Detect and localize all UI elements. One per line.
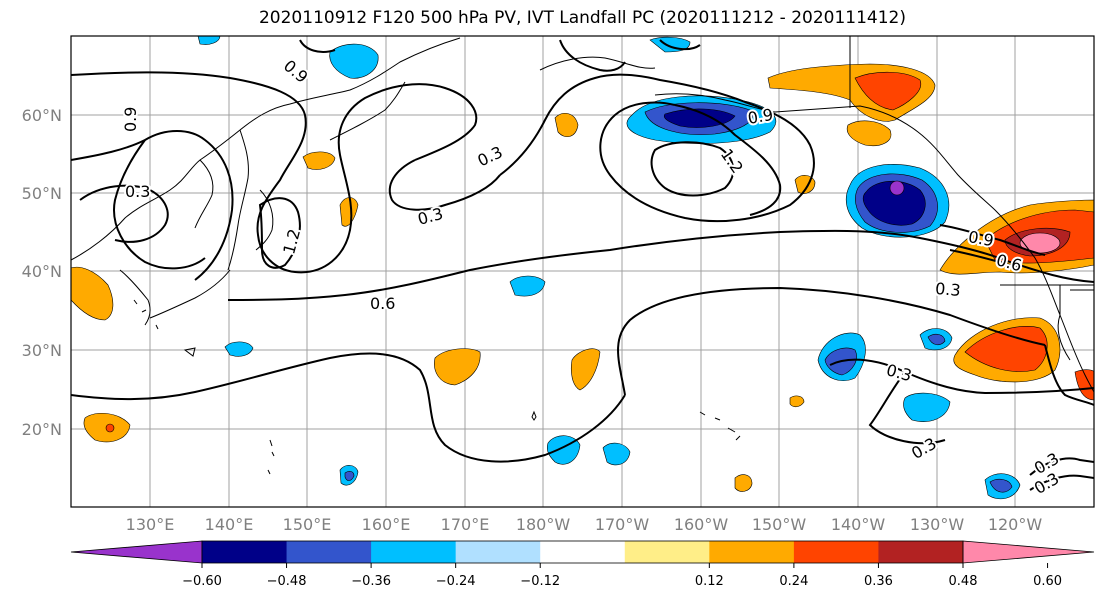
colorbar-tick-label: −0.36	[351, 574, 391, 589]
colorbar-outline	[201, 540, 964, 564]
colorbar-segment	[455, 541, 541, 563]
lat-labels: 60°N 50°N 40°N 30°N 20°N	[22, 106, 62, 439]
lat-label: 20°N	[22, 420, 62, 439]
lon-label: 150°W	[752, 515, 807, 534]
lon-label: 130°W	[910, 515, 965, 534]
colorbar-tick-label: −0.48	[267, 574, 307, 589]
contour-label: 0.9	[121, 107, 140, 132]
colorbar-segment	[202, 541, 288, 563]
lon-label: 150°E	[283, 515, 332, 534]
lon-labels: 130°E 140°E 150°E 160°E 170°E 180°W 170°…	[126, 515, 1043, 534]
lon-label: 140°E	[205, 515, 254, 534]
colorbar-segment	[624, 541, 710, 563]
lat-label: 60°N	[22, 106, 62, 125]
colorbar-tick-label: −0.60	[182, 574, 222, 589]
colorbar-tick-label: 0.24	[779, 574, 808, 589]
colorbar-segment	[371, 541, 457, 563]
colorbar-tick-label: 0.36	[864, 574, 893, 589]
lon-label: 160°W	[674, 515, 729, 534]
lon-label: 160°E	[362, 515, 411, 534]
colorbar-segment	[286, 541, 372, 563]
lat-label: 50°N	[22, 184, 62, 203]
colorbar-segment	[878, 541, 964, 563]
pv-shading	[71, 36, 1094, 500]
colorbar-segment	[540, 541, 626, 563]
colorbar-extend-low	[70, 540, 203, 564]
lon-label: 170°W	[595, 515, 650, 534]
map-title: 2020110912 F120 500 hPa PV, IVT Landfall…	[258, 8, 906, 28]
pv-contours	[71, 39, 1094, 491]
colorbar-tick-label: −0.12	[520, 574, 560, 589]
lon-label: 180°W	[516, 515, 571, 534]
map-frame	[70, 35, 1095, 508]
contour-label: 0.6	[370, 294, 395, 313]
colorbar-tick-label: −0.24	[436, 574, 476, 589]
colorbar-segment	[709, 541, 795, 563]
contour-label: 0.3	[934, 279, 961, 300]
colorbar-tick-label: 0.48	[949, 574, 978, 589]
lon-label: 140°W	[831, 515, 886, 534]
lon-label: 120°W	[988, 515, 1043, 534]
lat-label: 30°N	[22, 341, 62, 360]
colorbar-tick-label: 0.60	[1033, 574, 1062, 589]
lon-label: 130°E	[126, 515, 175, 534]
lon-label: 170°E	[441, 515, 490, 534]
lat-label: 40°N	[22, 262, 62, 281]
colorbar-segment	[793, 541, 879, 563]
colorbar-extend-high	[962, 540, 1095, 564]
contour-label: 0.3	[125, 182, 150, 201]
colorbar-tick-label: 0.12	[695, 574, 724, 589]
